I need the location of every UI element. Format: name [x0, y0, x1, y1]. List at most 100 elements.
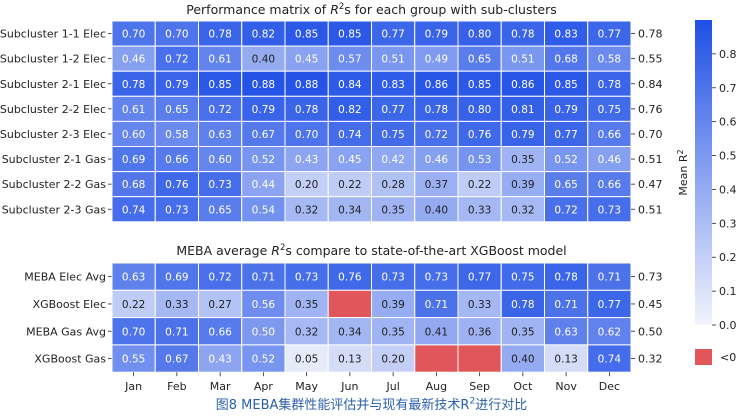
chart-title-sup: 2 [339, 2, 344, 12]
heatmap-cell [587, 171, 632, 198]
cell-label: 0.49 [425, 54, 448, 66]
heatmap-cell [241, 70, 286, 97]
cell-label: 0.44 [252, 179, 276, 191]
x-tick-label: Nov [555, 380, 577, 393]
cell-label: 0.88 [295, 79, 318, 91]
heatmap-cell [544, 289, 589, 319]
heatmap-cell [284, 70, 329, 97]
heatmap-cell [371, 344, 416, 373]
row-mean-label: 0.76 [638, 103, 663, 116]
cell-label: 0.79 [252, 104, 275, 116]
cell-label: 0.73 [381, 272, 404, 284]
heatmap-cell [457, 70, 502, 97]
cell-label: 0.70 [122, 326, 145, 338]
cell-label: 0.53 [468, 154, 491, 166]
heatmap-cell [371, 20, 416, 47]
cell-label: 0.43 [295, 154, 318, 166]
cell-label: 0.22 [468, 179, 491, 191]
row-label: MEBA Gas Avg [26, 325, 106, 338]
heatmap-cell [241, 317, 286, 346]
cell-label: 0.32 [295, 326, 318, 338]
heatmap-cell [587, 20, 632, 47]
heatmap-cell [154, 196, 199, 223]
heatmap-cell [587, 344, 632, 373]
cell-label: 0.63 [122, 272, 145, 284]
colorbar-tick-label: 0.8 [719, 48, 737, 61]
cell-label: 0.77 [381, 29, 404, 41]
heatmap-cell [414, 20, 459, 47]
cell-label: 0.67 [252, 129, 275, 141]
heatmap-cell [371, 70, 416, 97]
heatmap-cell [327, 262, 372, 291]
cell-label: 0.74 [598, 354, 622, 366]
heatmap-cell [500, 45, 545, 72]
cell-label: 0.35 [381, 326, 404, 338]
cell-label: 0.57 [338, 54, 361, 66]
cell-label: 0.65 [554, 179, 577, 191]
cell-label: 0.41 [425, 326, 448, 338]
heatmap-cell [371, 146, 416, 173]
heatmap-cell [414, 262, 459, 291]
cell-label: 0.77 [468, 272, 491, 284]
cell-label: 0.66 [598, 129, 622, 141]
row-label: Subcluster 2-2 Elec [0, 103, 106, 116]
heatmap-cell [198, 196, 243, 223]
cell-label: 0.71 [425, 299, 448, 311]
cell-label: 0.80 [468, 104, 491, 116]
cell-label: 0.76 [338, 272, 362, 284]
heatmap-cell [544, 95, 589, 122]
caption-text: 图8 MEBA集群性能评估并与现有最新技术R [215, 398, 470, 413]
negative-legend-label: <0 [720, 351, 736, 364]
cell-label: 0.35 [295, 299, 318, 311]
cell-label: 0.58 [165, 129, 188, 141]
heatmap-cell [414, 146, 459, 173]
colorbar-tick-label: 0.3 [719, 217, 737, 230]
cell-label: 0.75 [381, 129, 404, 141]
cell-label: 0.83 [381, 79, 404, 91]
x-tick-label: Jul [385, 380, 399, 393]
colorbar-tick-label: 0.1 [719, 285, 737, 298]
cell-label: 0.72 [165, 54, 188, 66]
cell-label: 0.65 [165, 104, 188, 116]
heatmap-cell [198, 120, 243, 148]
heatmap-cell [544, 20, 589, 47]
heatmap-cell [457, 289, 502, 319]
cell-label: 0.85 [338, 29, 361, 41]
cell-label: 0.61 [208, 54, 231, 66]
cell-label: 0.79 [511, 129, 534, 141]
cell-label: 0.63 [554, 326, 577, 338]
cell-label: 0.71 [252, 272, 275, 284]
heatmap-cell [241, 20, 286, 47]
heatmap-cell [457, 196, 502, 223]
cell-label: 0.43 [208, 354, 231, 366]
cell-label: 0.28 [381, 179, 404, 191]
cell-label: 0.66 [165, 154, 189, 166]
cell-label: 0.35 [381, 204, 404, 216]
heatmap-cell [111, 262, 156, 291]
cell-label: 0.71 [598, 272, 621, 284]
colorbar-bar [695, 20, 712, 325]
row-label: Subcluster 2-2 Gas [2, 178, 107, 191]
cell-label: 0.40 [511, 354, 534, 366]
cell-label: 0.45 [338, 154, 361, 166]
row-mean-label: 0.50 [638, 325, 663, 338]
cell-label: 0.83 [554, 29, 577, 41]
colorbar-tick-label: 0.6 [719, 116, 737, 129]
cell-label: 0.60 [122, 129, 145, 141]
cell-label: 0.78 [511, 29, 534, 41]
cell-label: 0.36 [468, 326, 492, 338]
cell-label: 0.71 [165, 326, 188, 338]
cell-label: 0.65 [208, 204, 231, 216]
cell-label: 0.37 [425, 179, 448, 191]
heatmap-cell [587, 45, 632, 72]
cell-label: 0.72 [208, 272, 231, 284]
cell-label: 0.78 [425, 104, 448, 116]
chart-title: MEBA average R2s compare to state-of-the… [176, 243, 566, 258]
heatmap-cell [414, 344, 459, 373]
cell-label: 0.20 [381, 354, 404, 366]
cell-label: 0.80 [468, 29, 491, 41]
row-label: Subcluster 2-1 Elec [0, 78, 106, 91]
heatmap-meba-vs-xgboost: MEBA average R2s compare to state-of-the… [24, 243, 662, 393]
chart-title-prefix: MEBA average [176, 243, 271, 258]
cell-label: 0.77 [598, 29, 621, 41]
